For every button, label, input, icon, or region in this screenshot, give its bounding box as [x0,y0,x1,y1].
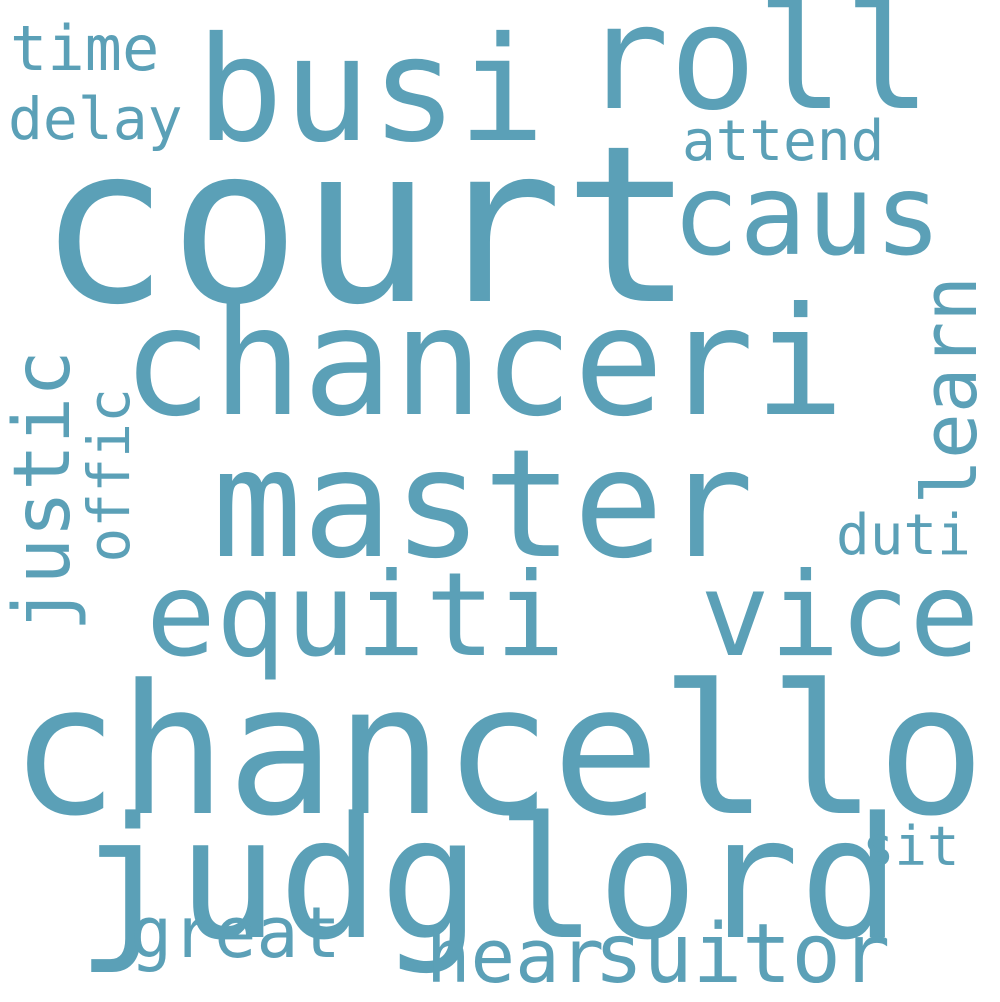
word-chanceri: chanceri [122,276,845,450]
word-judg: judg [76,781,481,977]
word-suitor: suitor [594,907,891,1002]
word-lord: lord [496,781,901,977]
word-chancellor: chancellor [10,647,1000,856]
word-duti: duti [836,503,971,568]
word-sit: sit [862,815,960,878]
word-attend: attend [682,109,885,174]
word-roll: roll [582,0,932,143]
word-justic: justic [0,350,88,632]
word-time: time [10,12,160,85]
word-master: master [212,418,754,592]
word-learn: learn [905,276,994,505]
word-offic: offic [75,388,143,563]
word-court: court [38,100,695,353]
word-delay: delay [8,85,183,153]
word-great: great [130,892,341,974]
word-hear: hear [426,914,605,1000]
word-vice: vice [700,548,980,683]
word-caus: caus [672,151,942,281]
word-equiti: equiti [146,548,566,683]
word-busi: busi [196,6,546,175]
